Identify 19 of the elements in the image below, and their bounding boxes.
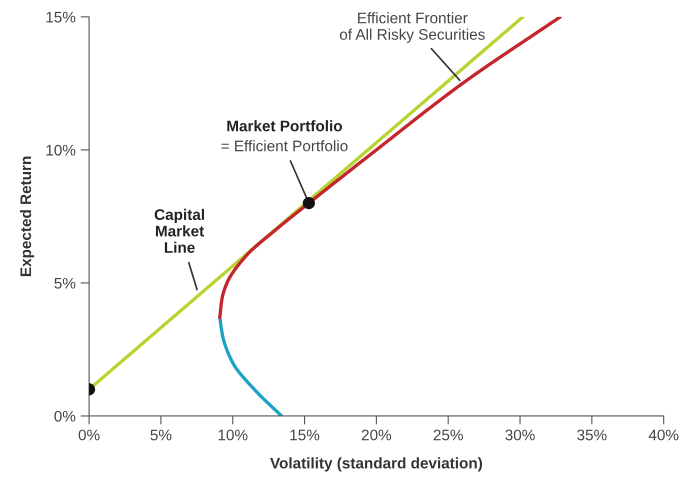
x-tick-label: 25%: [434, 430, 463, 440]
x-tick-label: 30%: [505, 430, 535, 440]
annotation: Market Portfolio: [227, 120, 342, 132]
y-tick-label: 10%: [46, 144, 76, 156]
x-axis-title: Volatility (standard deviation): [270, 457, 482, 472]
annotation: = Efficient Portfolio: [221, 140, 348, 152]
x-tick-label: 35%: [577, 430, 607, 440]
x-tick-label: 40%: [648, 430, 678, 440]
x-tick-label: 0%: [78, 430, 100, 440]
x-tick-label: 15%: [290, 430, 320, 440]
x-tick-label: 5%: [150, 430, 172, 440]
annotation: Efficient Frontier of All Risky Securities: [340, 12, 485, 43]
x-tick-label: 10%: [218, 430, 248, 440]
y-axis-title: Expected Return: [20, 156, 34, 276]
annotation: Capital Market Line: [154, 208, 204, 253]
y-tick-label: 15%: [46, 12, 76, 23]
y-tick-label: 5%: [54, 278, 76, 289]
x-tick-label: 20%: [362, 430, 392, 440]
y-tick-label: 0%: [54, 410, 76, 422]
